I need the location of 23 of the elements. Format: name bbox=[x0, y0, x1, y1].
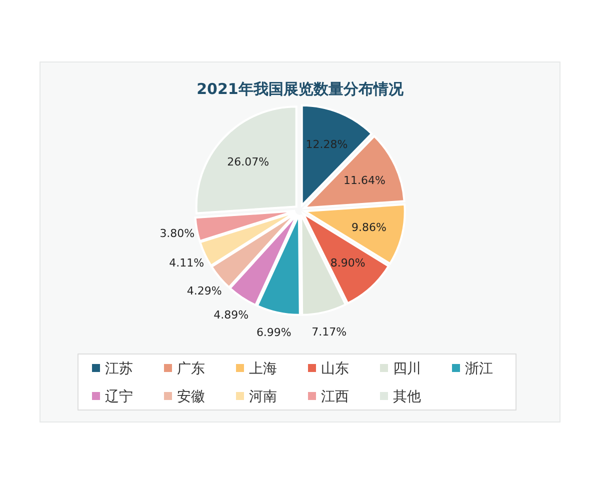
data-label: 4.11% bbox=[169, 256, 204, 270]
data-label: 8.90% bbox=[330, 256, 366, 270]
legend-label: 辽宁 bbox=[105, 389, 133, 405]
legend-label: 上海 bbox=[249, 361, 277, 377]
data-label: 12.28% bbox=[306, 138, 348, 152]
data-label: 3.80% bbox=[160, 227, 195, 240]
legend-label: 江苏 bbox=[105, 361, 133, 377]
data-label: 4.29% bbox=[186, 284, 222, 298]
legend-label: 山东 bbox=[321, 361, 349, 377]
data-label: 6.99% bbox=[256, 326, 292, 340]
data-label: 11.64% bbox=[343, 174, 386, 188]
data-label: 9.86% bbox=[351, 221, 386, 234]
legend-label: 其他 bbox=[393, 389, 421, 405]
legend-label: 江西 bbox=[321, 389, 349, 405]
data-label: 26.07% bbox=[227, 156, 270, 169]
legend-label: 广东 bbox=[177, 361, 205, 377]
legend-label: 浙江 bbox=[465, 361, 493, 377]
legend-label: 河南 bbox=[249, 389, 277, 405]
legend-label: 安徽 bbox=[177, 389, 205, 405]
chart-title: 2021年我国展览数量分布情况 bbox=[196, 80, 404, 98]
legend-label: 四川 bbox=[393, 361, 421, 377]
data-label: 7.17% bbox=[312, 326, 347, 339]
data-label: 4.89% bbox=[214, 308, 249, 322]
